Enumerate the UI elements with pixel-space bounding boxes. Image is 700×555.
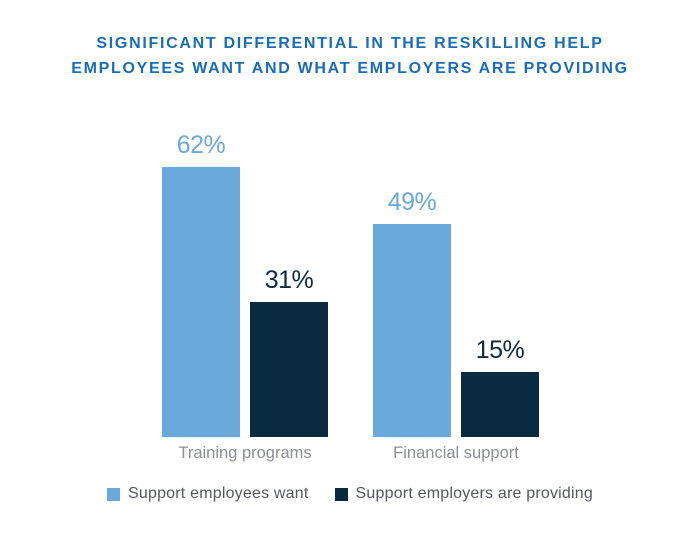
chart-title: SIGNIFICANT DIFFERENTIAL IN THE RESKILLI…	[0, 31, 700, 81]
legend-swatch-employees-want-icon	[107, 487, 121, 501]
chart-title-line1: SIGNIFICANT DIFFERENTIAL IN THE RESKILLI…	[96, 35, 604, 52]
bar-employees-want-financial	[373, 224, 451, 437]
category-label-training-programs: Training programs	[178, 444, 312, 462]
category-label-financial-support: Financial support	[393, 444, 519, 462]
legend-label-employers-providing: Support employers are providing	[355, 485, 593, 502]
bar-column: 15%	[461, 336, 539, 437]
bar-column: 49%	[373, 188, 451, 437]
legend-swatch-employers-providing-icon	[334, 487, 348, 501]
bar-employers-providing-financial	[461, 372, 539, 437]
bar-employees-want-training	[162, 167, 240, 437]
bar-group-financial-support: 49% 15%	[373, 188, 539, 437]
bar-employers-providing-training	[250, 302, 328, 437]
value-label-employees-want-training: 62%	[176, 131, 226, 159]
legend-label-employees-want: Support employees want	[128, 485, 309, 502]
legend-item-employers-providing: Support employers are providing	[334, 485, 593, 503]
bar-column: 62%	[162, 131, 240, 437]
bar-group-training-programs: 62% 31%	[162, 131, 328, 437]
chart-title-line2: EMPLOYEES WANT AND WHAT EMPLOYERS ARE PR…	[71, 60, 629, 77]
legend-item-employees-want: Support employees want	[107, 485, 309, 503]
value-label-employers-providing-financial: 15%	[475, 336, 525, 364]
value-label-employees-want-financial: 49%	[387, 188, 437, 216]
value-label-employers-providing-training: 31%	[264, 266, 314, 294]
bar-column: 31%	[250, 266, 328, 437]
legend: Support employees want Support employers…	[0, 485, 700, 503]
